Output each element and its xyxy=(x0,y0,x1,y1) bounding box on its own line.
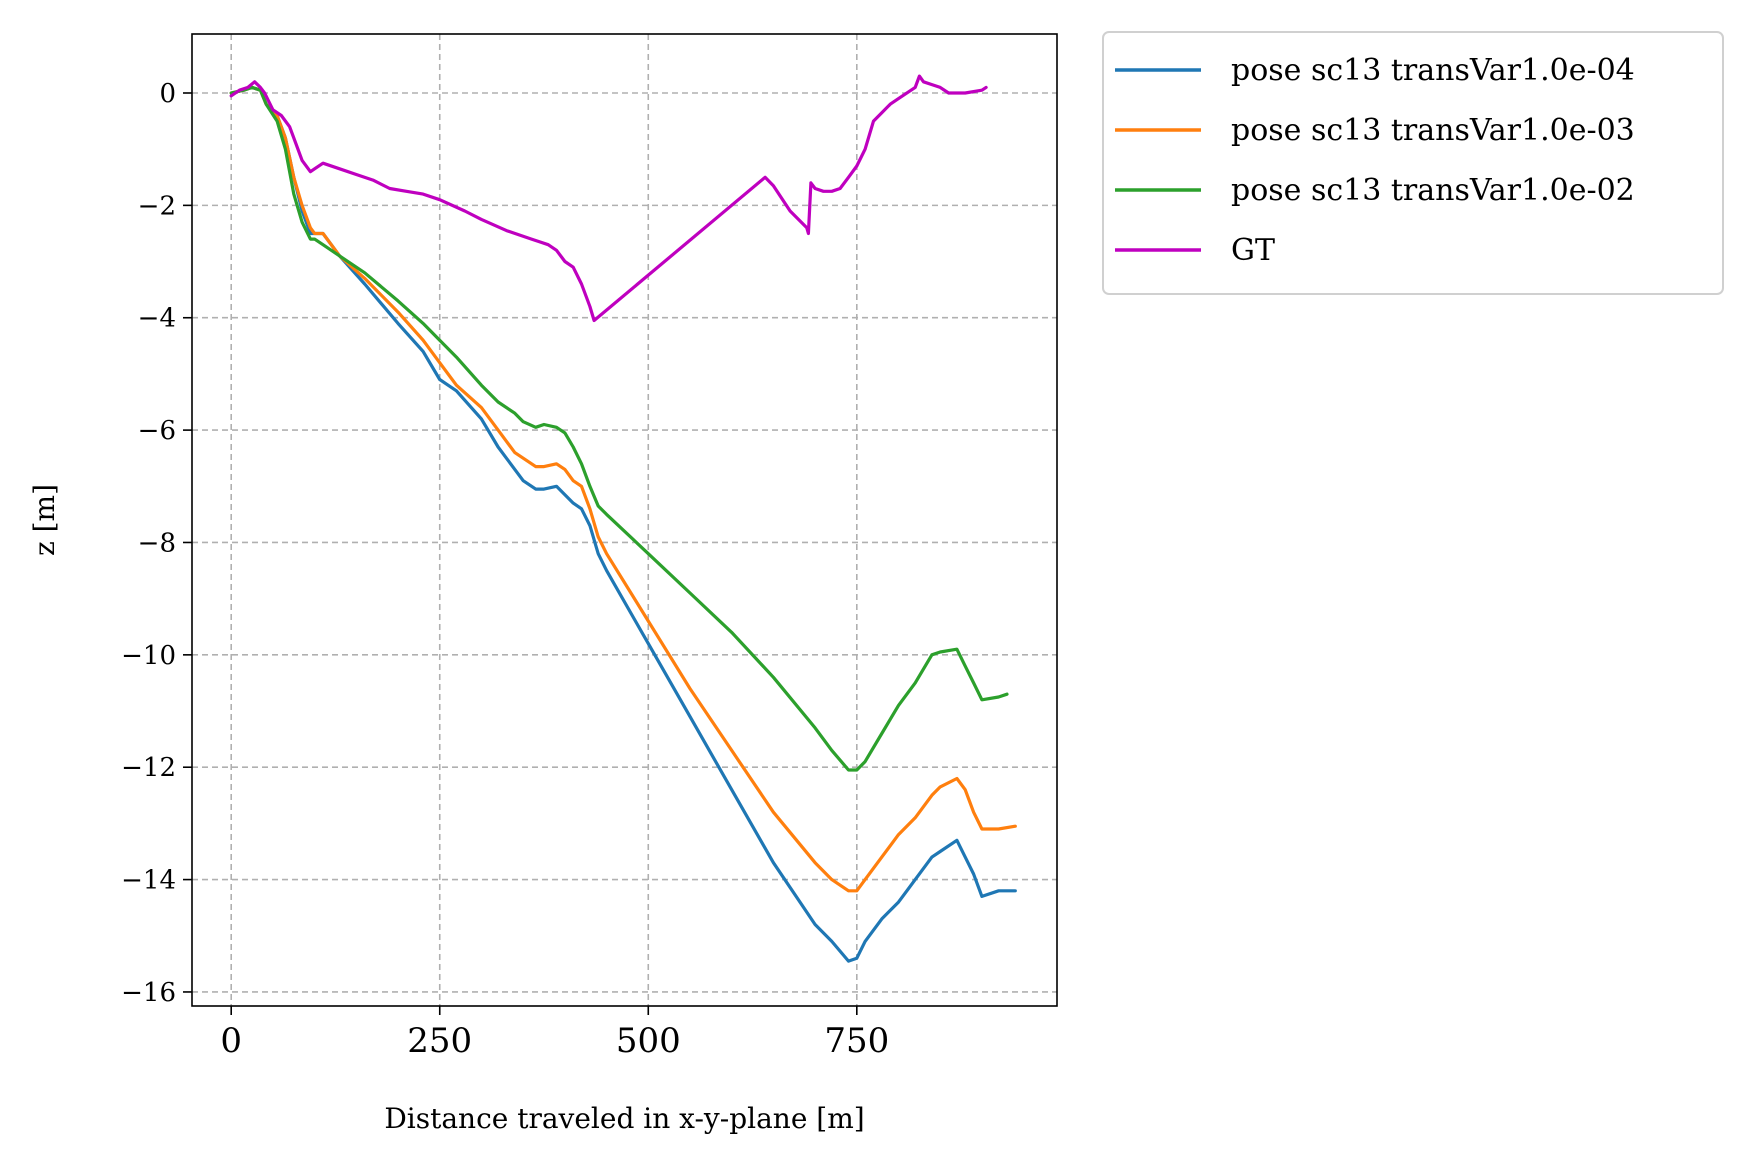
plot-frame xyxy=(191,33,1058,1007)
legend-label-2: pose sc13 transVar1.0e-03 xyxy=(1231,113,1635,148)
legend: pose sc13 transVar1.0e-04 pose sc13 trans… xyxy=(1102,31,1724,295)
y-tick-label: −6 xyxy=(138,416,176,446)
legend-box xyxy=(1102,31,1724,295)
y-tick-label: −16 xyxy=(121,978,176,1008)
y-tick-label: −4 xyxy=(138,304,176,334)
y-tick-label: −10 xyxy=(121,641,176,671)
y-tick-label: 0 xyxy=(159,79,176,109)
y-tick-label: −12 xyxy=(121,753,176,783)
legend-label-4: GT xyxy=(1231,233,1275,268)
series-line-2 xyxy=(229,85,1017,893)
y-axis-title: z [m] xyxy=(28,484,61,556)
x-axis-title: Distance traveled in x-y-plane [m] xyxy=(384,1102,864,1135)
series-line-1 xyxy=(229,85,1017,963)
y-tick-label: −14 xyxy=(121,866,176,896)
series-line-4 xyxy=(229,74,988,323)
x-tick-label: 500 xyxy=(616,1021,681,1061)
series-line-3 xyxy=(229,85,1009,772)
grid-lines xyxy=(192,34,1057,1006)
legend-label-3: pose sc13 transVar1.0e-02 xyxy=(1231,173,1635,208)
axis-ticks: 0 250 500 750 0 −2 −4 −6 −8 −10 −12 −14 −16 xyxy=(121,79,889,1061)
x-tick-label: 250 xyxy=(407,1021,472,1061)
x-tick-label: 750 xyxy=(824,1021,889,1061)
x-tick-label: 0 xyxy=(220,1021,242,1061)
plot-series xyxy=(229,74,1017,963)
y-tick-label: −8 xyxy=(138,528,176,558)
y-tick-label: −2 xyxy=(138,191,176,221)
legend-label-1: pose sc13 transVar1.0e-04 xyxy=(1231,53,1635,88)
